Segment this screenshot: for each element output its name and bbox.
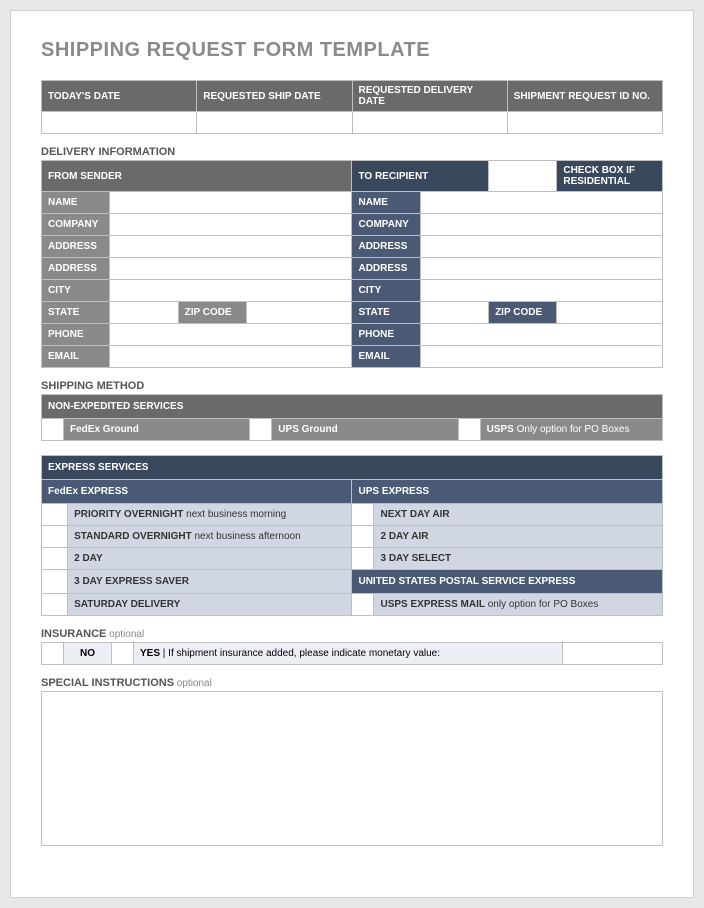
opt-ups-ground: UPS Ground [272,419,458,441]
input-from-address2[interactable] [110,258,352,280]
lbl-from-email: EMAIL [42,346,110,368]
hdr-usps-express: UNITED STATES POSTAL SERVICE EXPRESS [352,570,663,594]
page-title: SHIPPING REQUEST FORM TEMPLATE [41,39,663,62]
hdr-fedex-express: FedEx EXPRESS [42,480,352,504]
lbl-from-phone: PHONE [42,324,110,346]
lbl-from-zip: ZIP CODE [178,302,246,324]
input-ship-req-id[interactable] [507,112,662,134]
opt-3-day-saver: 3 DAY EXPRESS SAVER [68,570,352,594]
lbl-to-name: NAME [352,192,420,214]
checkbox-priority-overnight[interactable] [42,504,68,526]
input-from-address1[interactable] [110,236,352,258]
opt-fedex-ground: FedEx Ground [64,419,250,441]
nonexpedited-table: NON-EXPEDITED SERVICES FedEx Ground UPS … [41,394,663,441]
lbl-to-address2: ADDRESS [352,258,420,280]
checkbox-insurance-yes[interactable] [112,643,134,665]
input-to-address1[interactable] [420,236,662,258]
lbl-to-city: CITY [352,280,420,302]
checkbox-next-day-air[interactable] [352,504,374,526]
lbl-from-city: CITY [42,280,110,302]
lbl-to-phone: PHONE [352,324,420,346]
input-todays-date[interactable] [42,112,197,134]
checkbox-usps-express-mail[interactable] [352,594,374,616]
lbl-to-email: EMAIL [352,346,420,368]
input-special-instructions[interactable] [41,691,663,846]
hdr-check-residential: CHECK BOX IF RESIDENTIAL [557,161,663,192]
lbl-from-address2: ADDRESS [42,258,110,280]
meta-table: TODAY'S DATE REQUESTED SHIP DATE REQUEST… [41,80,663,134]
section-insurance: INSURANCE optional [41,628,663,640]
section-special: SPECIAL INSTRUCTIONS optional [41,677,663,689]
col-todays-date: TODAY'S DATE [42,81,197,112]
section-shipping: SHIPPING METHOD [41,380,663,392]
lbl-from-state: STATE [42,302,110,324]
input-to-phone[interactable] [420,324,662,346]
checkbox-ups-ground[interactable] [250,419,272,441]
lbl-to-company: COMPANY [352,214,420,236]
input-insurance-value[interactable] [563,643,663,665]
opt-2-day-air: 2 DAY AIR [374,526,663,548]
lbl-from-address1: ADDRESS [42,236,110,258]
lbl-to-zip: ZIP CODE [489,302,557,324]
insurance-table: NO YES | If shipment insurance added, pl… [41,642,663,665]
checkbox-2-day-air[interactable] [352,526,374,548]
delivery-header: FROM SENDER TO RECIPIENT CHECK BOX IF RE… [41,160,663,368]
input-to-name[interactable] [420,192,662,214]
checkbox-saturday[interactable] [42,594,68,616]
checkbox-2-day[interactable] [42,548,68,570]
hdr-express: EXPRESS SERVICES [42,456,663,480]
hdr-from-sender: FROM SENDER [42,161,352,192]
section-delivery: DELIVERY INFORMATION [41,146,663,158]
checkbox-standard-overnight[interactable] [42,526,68,548]
input-to-company[interactable] [420,214,662,236]
input-from-name[interactable] [110,192,352,214]
input-req-ship-date[interactable] [197,112,352,134]
input-from-company[interactable] [110,214,352,236]
input-from-state[interactable] [110,302,178,324]
input-from-email[interactable] [110,346,352,368]
shipping-request-form: SHIPPING REQUEST FORM TEMPLATE TODAY'S D… [10,10,694,898]
input-to-state[interactable] [420,302,488,324]
input-to-city[interactable] [420,280,662,302]
input-to-email[interactable] [420,346,662,368]
hdr-to-recipient: TO RECIPIENT [352,161,489,192]
opt-2-day: 2 DAY [68,548,352,570]
hdr-nonexpedited: NON-EXPEDITED SERVICES [42,395,663,419]
opt-3-day-select: 3 DAY SELECT [374,548,663,570]
opt-usps-express-mail: USPS EXPRESS MAIL only option for PO Box… [374,594,663,616]
checkbox-3-day-select[interactable] [352,548,374,570]
input-req-delivery-date[interactable] [352,112,507,134]
col-ship-req-id: SHIPMENT REQUEST ID NO. [507,81,662,112]
checkbox-insurance-no[interactable] [42,643,64,665]
input-from-city[interactable] [110,280,352,302]
lbl-from-company: COMPANY [42,214,110,236]
opt-insurance-yes: YES | If shipment insurance added, pleas… [134,643,563,665]
input-from-zip[interactable] [246,302,352,324]
checkbox-3-day-saver[interactable] [42,570,68,594]
opt-standard-overnight: STANDARD OVERNIGHT next business afterno… [68,526,352,548]
checkbox-usps[interactable] [458,419,480,441]
opt-saturday: SATURDAY DELIVERY [68,594,352,616]
opt-usps: USPS Only option for PO Boxes [480,419,662,441]
checkbox-fedex-ground[interactable] [42,419,64,441]
input-to-zip[interactable] [557,302,663,324]
input-to-address2[interactable] [420,258,662,280]
opt-next-day-air: NEXT DAY AIR [374,504,663,526]
hdr-ups-express: UPS EXPRESS [352,480,663,504]
opt-insurance-no: NO [64,643,112,665]
lbl-to-address1: ADDRESS [352,236,420,258]
checkbox-residential[interactable] [489,161,557,192]
col-req-delivery-date: REQUESTED DELIVERY DATE [352,81,507,112]
input-from-phone[interactable] [110,324,352,346]
lbl-from-name: NAME [42,192,110,214]
express-table: EXPRESS SERVICES FedEx EXPRESS UPS EXPRE… [41,455,663,616]
opt-priority-overnight: PRIORITY OVERNIGHT next business morning [68,504,352,526]
col-req-ship-date: REQUESTED SHIP DATE [197,81,352,112]
lbl-to-state: STATE [352,302,420,324]
